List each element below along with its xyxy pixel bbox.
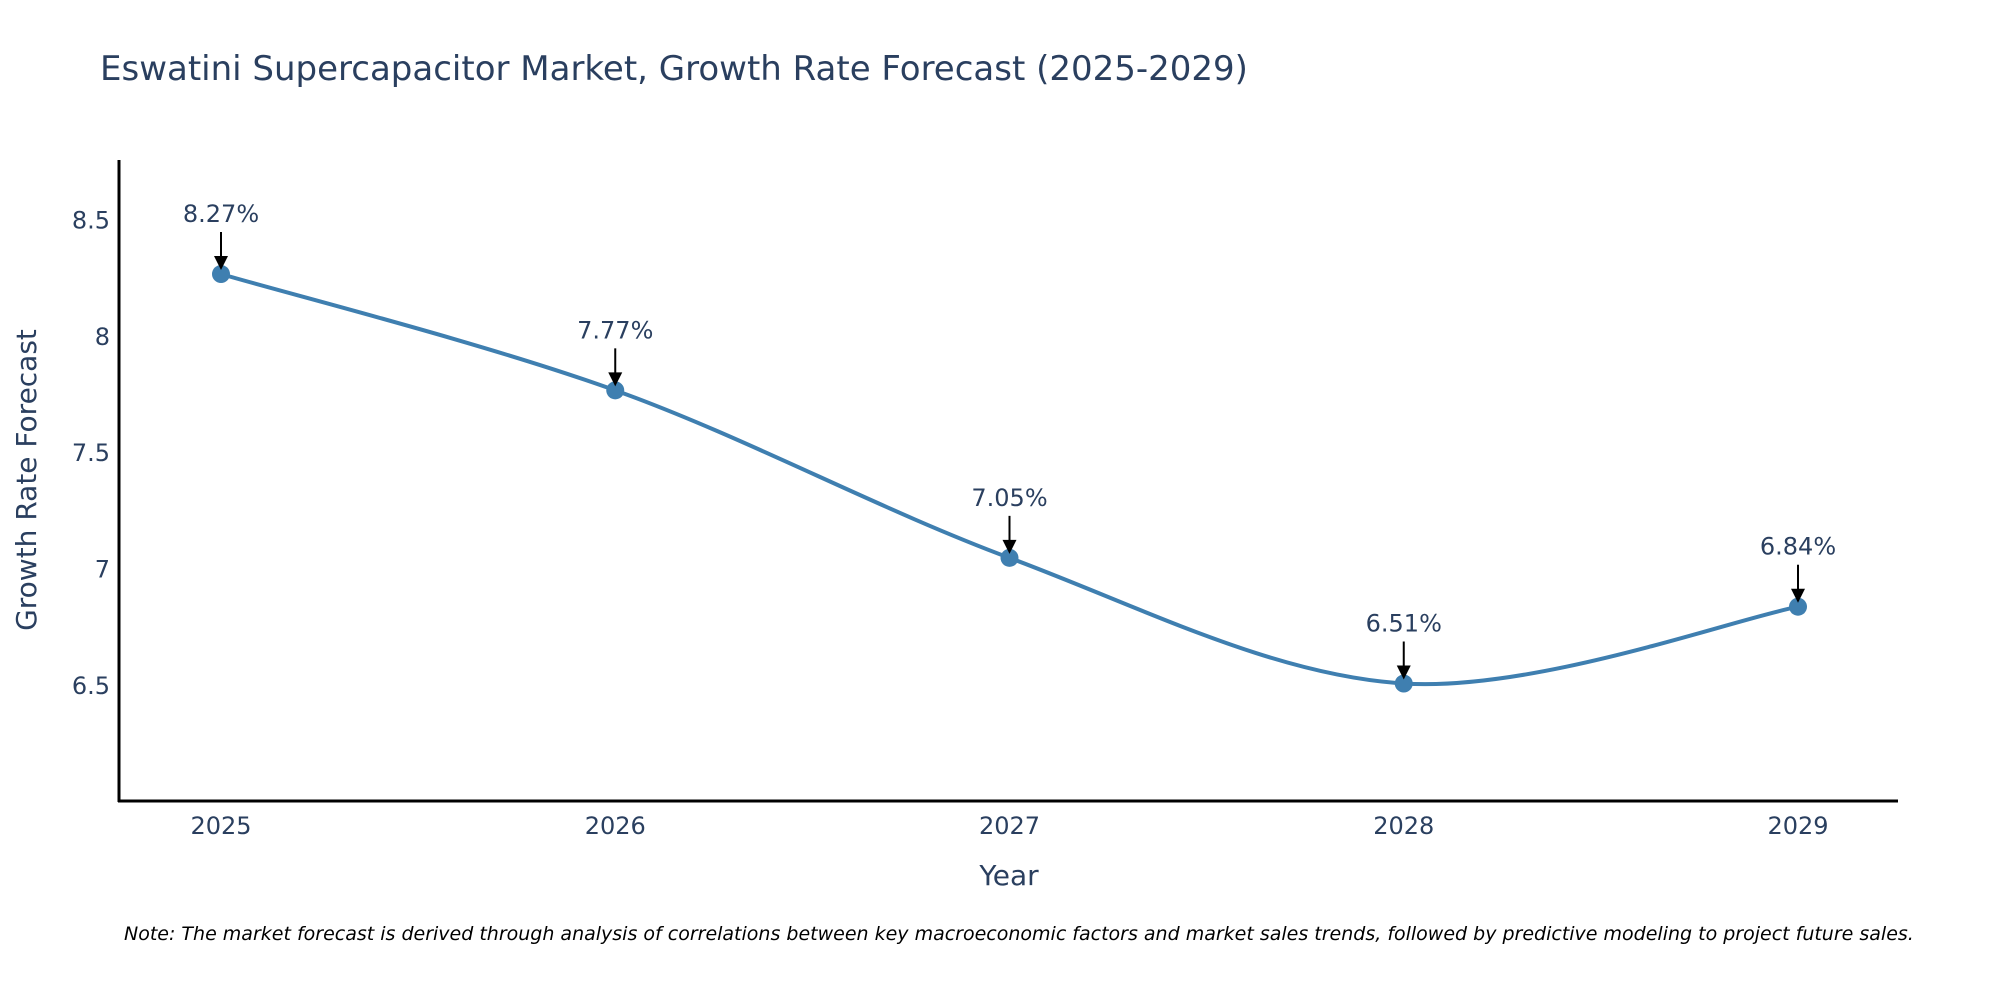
annotation-arrowhead xyxy=(1002,539,1017,554)
annotation-arrowhead xyxy=(608,372,623,387)
x-tick-label: 2027 xyxy=(979,812,1040,840)
y-tick-label: 7.5 xyxy=(72,439,110,467)
y-tick-label: 8.5 xyxy=(72,206,110,234)
annotation-label: 7.05% xyxy=(971,484,1047,512)
data-point xyxy=(606,381,625,400)
y-tick-label: 8 xyxy=(95,323,110,351)
x-axis-title: Year xyxy=(978,859,1039,892)
chart-title: Eswatini Supercapacitor Market, Growth R… xyxy=(100,49,1248,89)
x-tick-label: 2026 xyxy=(585,812,646,840)
footnote: Note: The market forecast is derived thr… xyxy=(124,923,1914,945)
data-point xyxy=(1789,597,1807,616)
x-tick-label: 2025 xyxy=(190,812,251,840)
annotation-label: 8.27% xyxy=(183,200,259,228)
y-tick-label: 7 xyxy=(95,555,110,583)
y-axis-ticks: 6.5 7 7.5 8 8.5 xyxy=(72,206,110,699)
series-line xyxy=(220,272,1799,687)
x-tick-label: 2028 xyxy=(1373,812,1434,840)
y-axis-title: Growth Rate Forecast xyxy=(10,329,43,631)
data-annotations: 8.27% 7.77% 7.05% 6.51% 6.84% xyxy=(183,200,1836,680)
series-markers xyxy=(212,265,1807,693)
data-point xyxy=(1394,674,1413,693)
annotation-arrowhead xyxy=(214,256,228,271)
annotation-label: 6.51% xyxy=(1366,610,1442,638)
annotation-label: 6.84% xyxy=(1760,533,1836,561)
data-point xyxy=(1000,548,1019,567)
annotation-arrowhead xyxy=(1396,665,1411,680)
annotation-label: 7.77% xyxy=(577,316,653,344)
x-axis-ticks: 2025 2026 2027 2028 2029 xyxy=(190,812,1828,840)
data-point xyxy=(212,265,230,284)
x-tick-label: 2029 xyxy=(1767,812,1828,840)
y-tick-label: 6.5 xyxy=(72,672,110,700)
annotation-arrowhead xyxy=(1791,588,1805,603)
